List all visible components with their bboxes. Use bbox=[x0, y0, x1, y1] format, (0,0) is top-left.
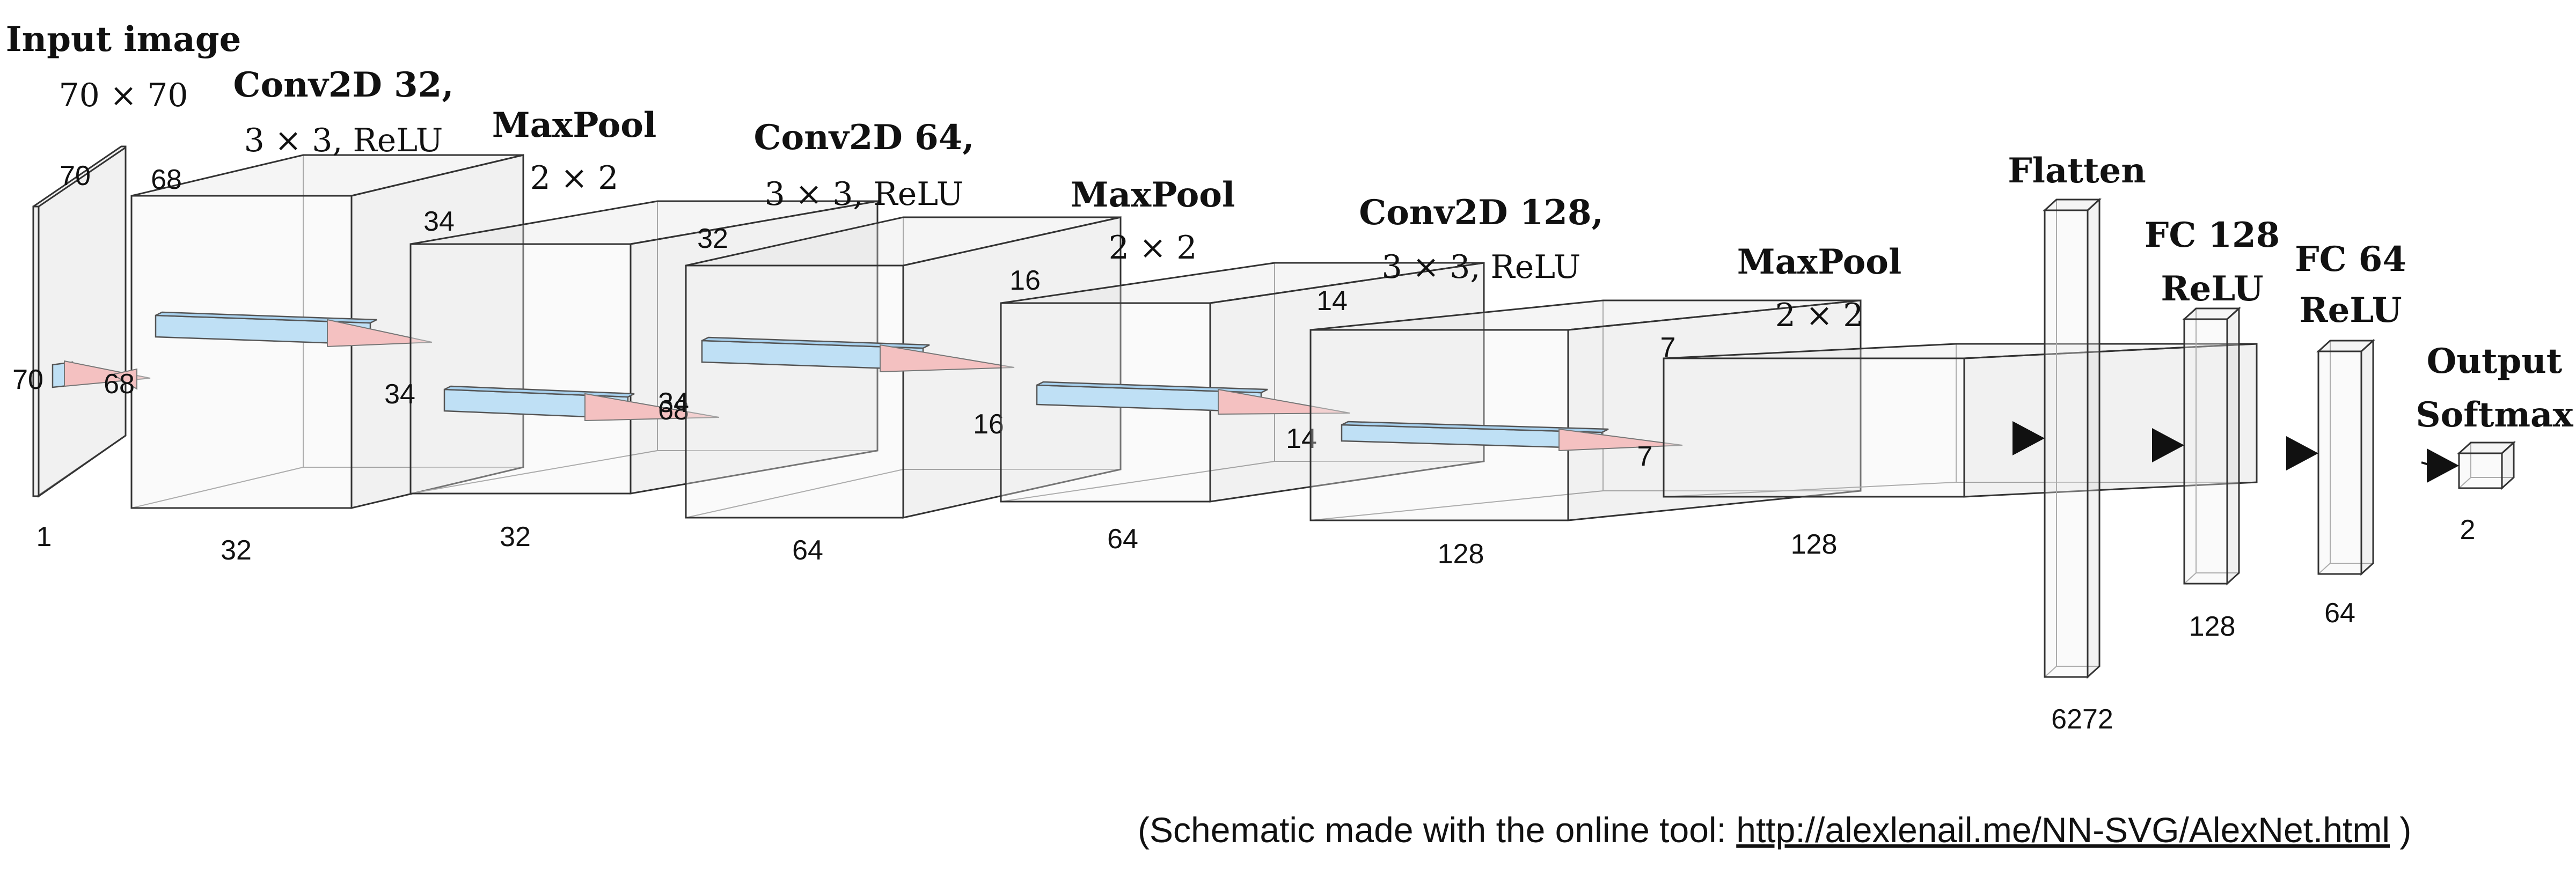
layer-title: FC 128 bbox=[2145, 215, 2280, 255]
arrow-head bbox=[2427, 448, 2459, 483]
dim-label-depth: 32 bbox=[500, 521, 531, 553]
conv-kernel-top bbox=[701, 336, 930, 349]
layer-subtitle: 2 × 2 bbox=[1775, 297, 1864, 334]
layer-input-image: Input image 70 × 70 70 70 1 bbox=[6, 19, 241, 553]
dim-label-size: 2 bbox=[2460, 514, 2476, 546]
box-front-face bbox=[2044, 209, 2089, 678]
conv-kernel-top bbox=[1036, 381, 1268, 394]
layer-subtitle: 70 × 70 bbox=[58, 77, 188, 114]
layer-subtitle: 3 × 3, ReLU bbox=[765, 175, 964, 213]
dim-label-size: 6272 bbox=[2051, 704, 2113, 735]
arrow-head bbox=[2012, 421, 2045, 455]
kernel-projection-cone bbox=[880, 344, 1015, 373]
layer-subtitle: Softmax bbox=[2416, 395, 2573, 435]
layer-title: MaxPool bbox=[492, 105, 657, 145]
layer-subtitle: ReLU bbox=[2161, 269, 2263, 309]
dim-label-projection: 34 bbox=[658, 387, 689, 418]
layer-title: Flatten bbox=[2008, 151, 2146, 191]
dim-label-depth: 128 bbox=[1438, 539, 1484, 570]
box-side-face bbox=[2226, 306, 2240, 586]
box-side-face bbox=[2360, 338, 2374, 576]
box-side-face bbox=[2087, 197, 2101, 679]
dim-label-width: 7 bbox=[1660, 332, 1676, 363]
dim-label-projection: 14 bbox=[1286, 423, 1317, 454]
dim-label-height: 68 bbox=[104, 369, 135, 400]
dim-label-height: 34 bbox=[384, 379, 415, 410]
dim-label-width: 68 bbox=[151, 164, 182, 195]
kernel-projection-cone bbox=[1218, 388, 1350, 415]
dim-label-width: 70 bbox=[60, 160, 91, 192]
box-front-face bbox=[2458, 452, 2503, 489]
arrow-head bbox=[2152, 428, 2184, 462]
box-front-face bbox=[685, 264, 904, 519]
layer-subtitle: 3 × 3, ReLU bbox=[244, 122, 443, 159]
layer-conv2d-64: Conv2D 64, 3 × 3, ReLU 32 34 64 16 bbox=[658, 117, 1122, 566]
dim-label-size: 64 bbox=[2324, 598, 2355, 629]
layer-title: Input image bbox=[6, 19, 241, 60]
dim-label-projection: 68 bbox=[658, 395, 689, 426]
box-front-face bbox=[409, 243, 632, 495]
box-front-face bbox=[2183, 318, 2228, 585]
conv-kernel-top bbox=[155, 311, 377, 324]
dim-label-depth: 1 bbox=[36, 521, 52, 553]
dim-label-projection-2: 16 bbox=[973, 409, 1004, 440]
dim-label-width: 34 bbox=[423, 206, 455, 237]
layer-fc-64: FC 64 ReLU 64 bbox=[2295, 239, 2406, 629]
dim-label-width: 14 bbox=[1316, 285, 1348, 316]
layer-title: Conv2D 64, bbox=[754, 117, 975, 158]
caption-link[interactable]: http://alexlenail.me/NN-SVG/AlexNet.html bbox=[1736, 810, 2390, 850]
arrow-head bbox=[2286, 436, 2318, 470]
dim-label-size: 128 bbox=[2189, 611, 2236, 642]
layer-title: MaxPool bbox=[1737, 242, 1902, 282]
dim-label-width: 32 bbox=[697, 223, 728, 254]
box-front-face bbox=[130, 195, 353, 509]
layer-title: Conv2D 128, bbox=[1359, 193, 1604, 233]
dim-label-depth: 64 bbox=[1107, 524, 1138, 555]
layer-fc-128: FC 128 ReLU 128 bbox=[2145, 215, 2280, 642]
caption: (Schematic made with the online tool: ht… bbox=[1138, 810, 2411, 850]
box-front-face bbox=[2317, 350, 2362, 575]
dim-label-depth: 128 bbox=[1791, 529, 1838, 560]
dim-label-depth: 32 bbox=[221, 535, 252, 566]
layer-title: MaxPool bbox=[1071, 175, 1235, 215]
caption-suffix: ) bbox=[2390, 810, 2411, 850]
layer-subtitle: 2 × 2 bbox=[530, 159, 619, 197]
dim-label-width: 16 bbox=[1009, 265, 1041, 296]
dim-label-projection: 7 bbox=[1637, 441, 1653, 472]
caption-prefix: (Schematic made with the online tool: bbox=[1138, 810, 1736, 850]
layer-title: FC 64 bbox=[2295, 239, 2406, 279]
layer-output-softmax: Output Softmax 2 bbox=[2416, 341, 2573, 546]
layer-conv2d-32: Conv2D 32, 3 × 3, ReLU 68 68 32 bbox=[104, 65, 524, 566]
box-front-face bbox=[1663, 357, 1965, 498]
layer-subtitle: ReLU bbox=[2299, 290, 2402, 330]
kernel-projection-cone bbox=[1558, 428, 1683, 452]
conv-kernel-top bbox=[1341, 421, 1609, 433]
layer-subtitle: 2 × 2 bbox=[1109, 229, 1197, 267]
connection-arrows bbox=[2012, 421, 2459, 483]
layer-subtitle: 3 × 3, ReLU bbox=[1382, 248, 1581, 286]
layer-title: Output bbox=[2427, 341, 2563, 381]
layer-conv2d-128: Conv2D 128, 3 × 3, ReLU 14 128 7 bbox=[1309, 193, 1862, 570]
layer-flatten: Flatten 6272 bbox=[2008, 151, 2146, 735]
dim-label-depth: 64 bbox=[792, 535, 823, 566]
kernel-projection-cone bbox=[327, 319, 433, 348]
dim-label-height: 70 bbox=[12, 364, 43, 395]
layer-title: Conv2D 32, bbox=[233, 65, 454, 105]
